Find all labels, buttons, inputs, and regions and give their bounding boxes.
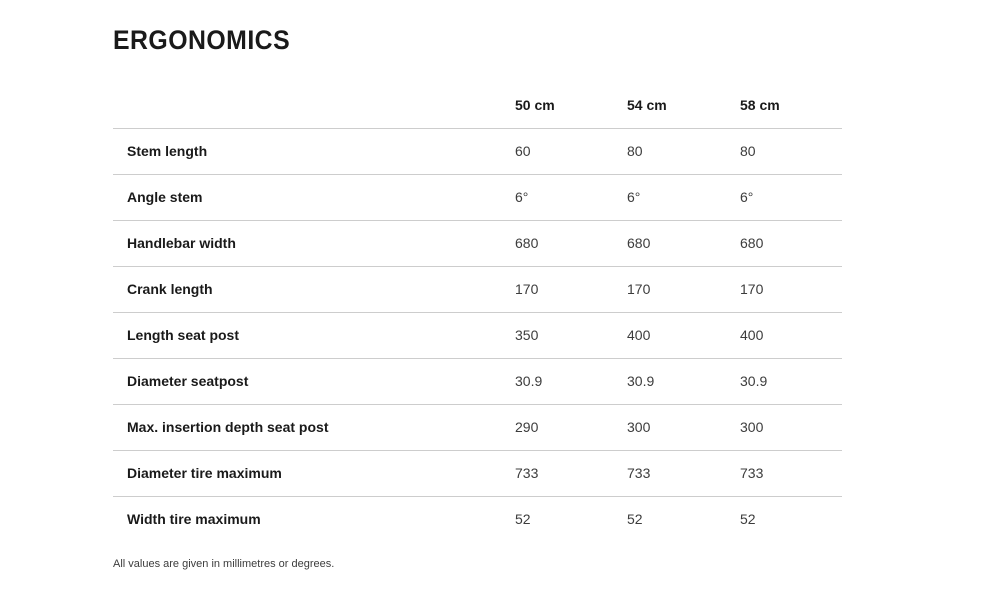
table-row: Crank length 170 170 170: [113, 266, 842, 313]
table-row: Stem length 60 80 80: [113, 128, 842, 175]
spec-value: 6°: [515, 174, 627, 221]
spec-value: 733: [627, 450, 740, 497]
spec-label: Width tire maximum: [127, 511, 261, 528]
spec-label: Angle stem: [113, 174, 515, 221]
spec-value: 80: [627, 128, 740, 175]
column-header-54cm: 54 cm: [627, 83, 740, 129]
spec-value: 170: [627, 266, 740, 313]
table-header-row: 50 cm 54 cm 58 cm: [113, 83, 842, 129]
spec-value: 680: [515, 220, 627, 267]
spec-value: 80: [740, 128, 842, 175]
spec-value: 52: [515, 511, 531, 528]
spec-label: Max. insertion depth seat post: [113, 404, 515, 451]
spec-value: 733: [515, 450, 627, 497]
spec-value: 52: [627, 511, 643, 528]
spec-value: 30.9: [740, 358, 842, 405]
spec-value: 680: [740, 220, 842, 267]
spec-value: 300: [740, 404, 842, 451]
ergonomics-table: 50 cm 54 cm 58 cm Stem length 60 80 80 A…: [113, 83, 842, 542]
spec-value: 350: [515, 312, 627, 359]
spec-label: Diameter seatpost: [113, 358, 515, 405]
spec-label: Crank length: [113, 266, 515, 313]
spec-label: Stem length: [113, 128, 515, 175]
page-title: ERGONOMICS: [113, 25, 291, 55]
footnote: All values are given in millimetres or d…: [113, 558, 335, 570]
spec-value: 6°: [740, 174, 842, 221]
table-row: Length seat post 350 400 400: [113, 312, 842, 359]
spec-value: 290: [515, 404, 627, 451]
table-row: Handlebar width 680 680 680: [113, 220, 842, 267]
spec-value: 400: [740, 312, 842, 359]
table-row: Angle stem 6° 6° 6°: [113, 174, 842, 221]
table-row: Max. insertion depth seat post 290 300 3…: [113, 404, 842, 451]
spec-value: 60: [515, 128, 627, 175]
spec-value: 6°: [627, 174, 740, 221]
column-header-empty: [113, 83, 515, 129]
column-header-58cm: 58 cm: [740, 83, 842, 129]
spec-label: Length seat post: [113, 312, 515, 359]
table-row: Width tire maximum 52 52 52: [113, 496, 842, 542]
spec-value: 30.9: [627, 358, 740, 405]
spec-value: 170: [740, 266, 842, 313]
spec-value: 30.9: [515, 358, 627, 405]
spec-label: Diameter tire maximum: [113, 450, 515, 497]
ergonomics-section: ERGONOMICS 50 cm 54 cm 58 cm Stem length…: [113, 0, 842, 570]
column-header-50cm: 50 cm: [515, 83, 627, 129]
table-row: Diameter tire maximum 733 733 733: [113, 450, 842, 497]
spec-value: 170: [515, 266, 627, 313]
spec-value: 733: [740, 450, 842, 497]
table-row: Diameter seatpost 30.9 30.9 30.9: [113, 358, 842, 405]
spec-value: 300: [627, 404, 740, 451]
spec-value: 52: [740, 511, 756, 528]
spec-label: Handlebar width: [113, 220, 515, 267]
spec-value: 400: [627, 312, 740, 359]
spec-value: 680: [627, 220, 740, 267]
